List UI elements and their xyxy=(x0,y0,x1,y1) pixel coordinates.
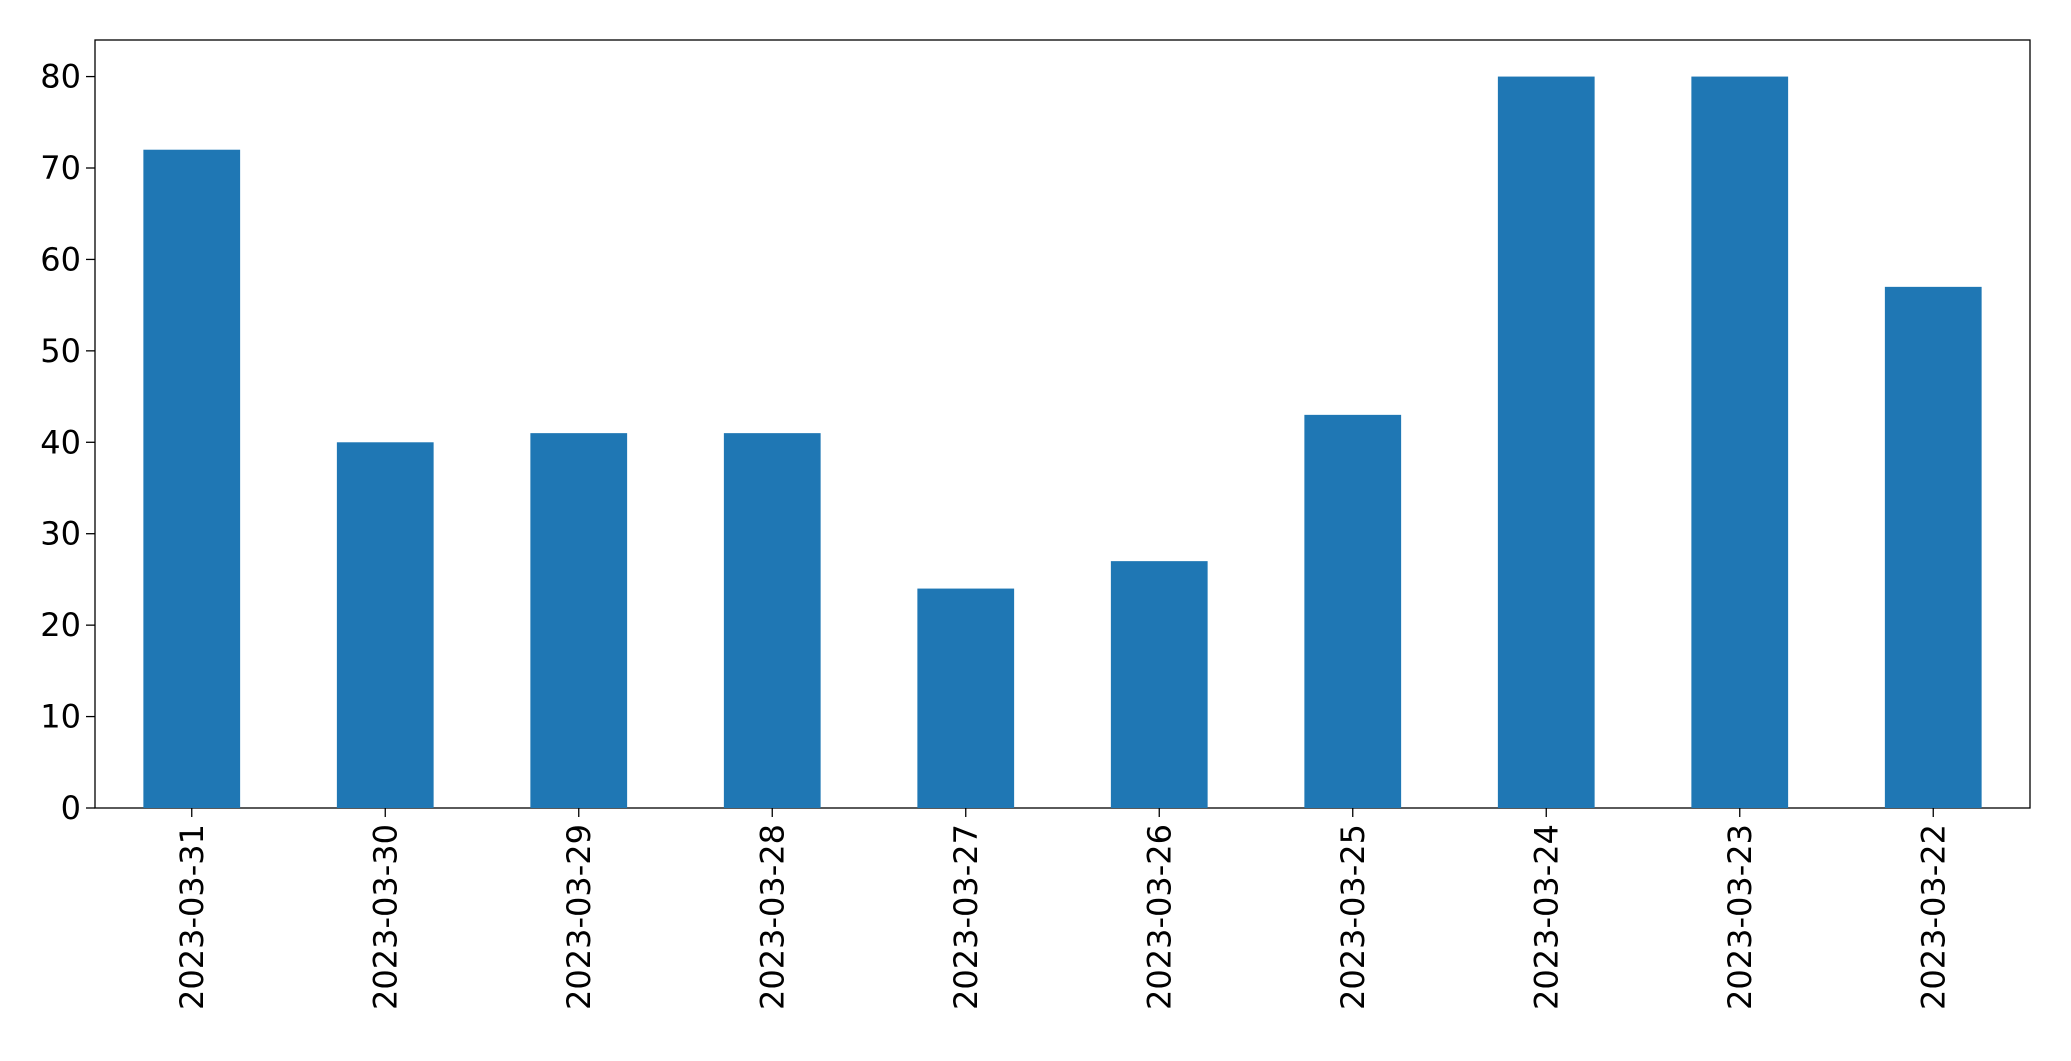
y-tick-label: 80 xyxy=(40,58,81,96)
bar xyxy=(723,433,821,808)
bar xyxy=(1691,76,1789,809)
y-tick-label: 20 xyxy=(40,606,81,644)
y-tick-label: 0 xyxy=(61,789,81,827)
bar xyxy=(530,433,628,808)
bar xyxy=(1884,286,1982,808)
x-tick-label: 2023-03-27 xyxy=(947,824,985,1010)
bar xyxy=(1497,76,1595,809)
y-tick-label: 30 xyxy=(40,515,81,553)
x-tick-label: 2023-03-25 xyxy=(1334,824,1372,1010)
x-tick-label: 2023-03-22 xyxy=(1914,824,1952,1010)
y-tick-label: 10 xyxy=(40,698,81,736)
y-tick-label: 50 xyxy=(40,332,81,370)
y-tick-label: 60 xyxy=(40,240,81,278)
axes-frame xyxy=(94,39,2031,809)
bar xyxy=(1304,414,1402,808)
y-tick-label: 70 xyxy=(40,149,81,187)
x-tick-label: 2023-03-26 xyxy=(1140,824,1178,1010)
bar xyxy=(336,442,434,808)
x-tick-label: 2023-03-31 xyxy=(173,824,211,1010)
y-tick-label: 40 xyxy=(40,423,81,461)
x-tick-label: 2023-03-24 xyxy=(1527,824,1565,1010)
x-tick-label: 2023-03-23 xyxy=(1721,824,1759,1010)
bar xyxy=(917,588,1015,808)
bar xyxy=(1110,561,1208,808)
x-tick-label: 2023-03-29 xyxy=(560,824,598,1010)
x-tick-label: 2023-03-28 xyxy=(753,824,791,1010)
x-tick-label: 2023-03-30 xyxy=(366,824,404,1010)
bar xyxy=(143,149,241,808)
